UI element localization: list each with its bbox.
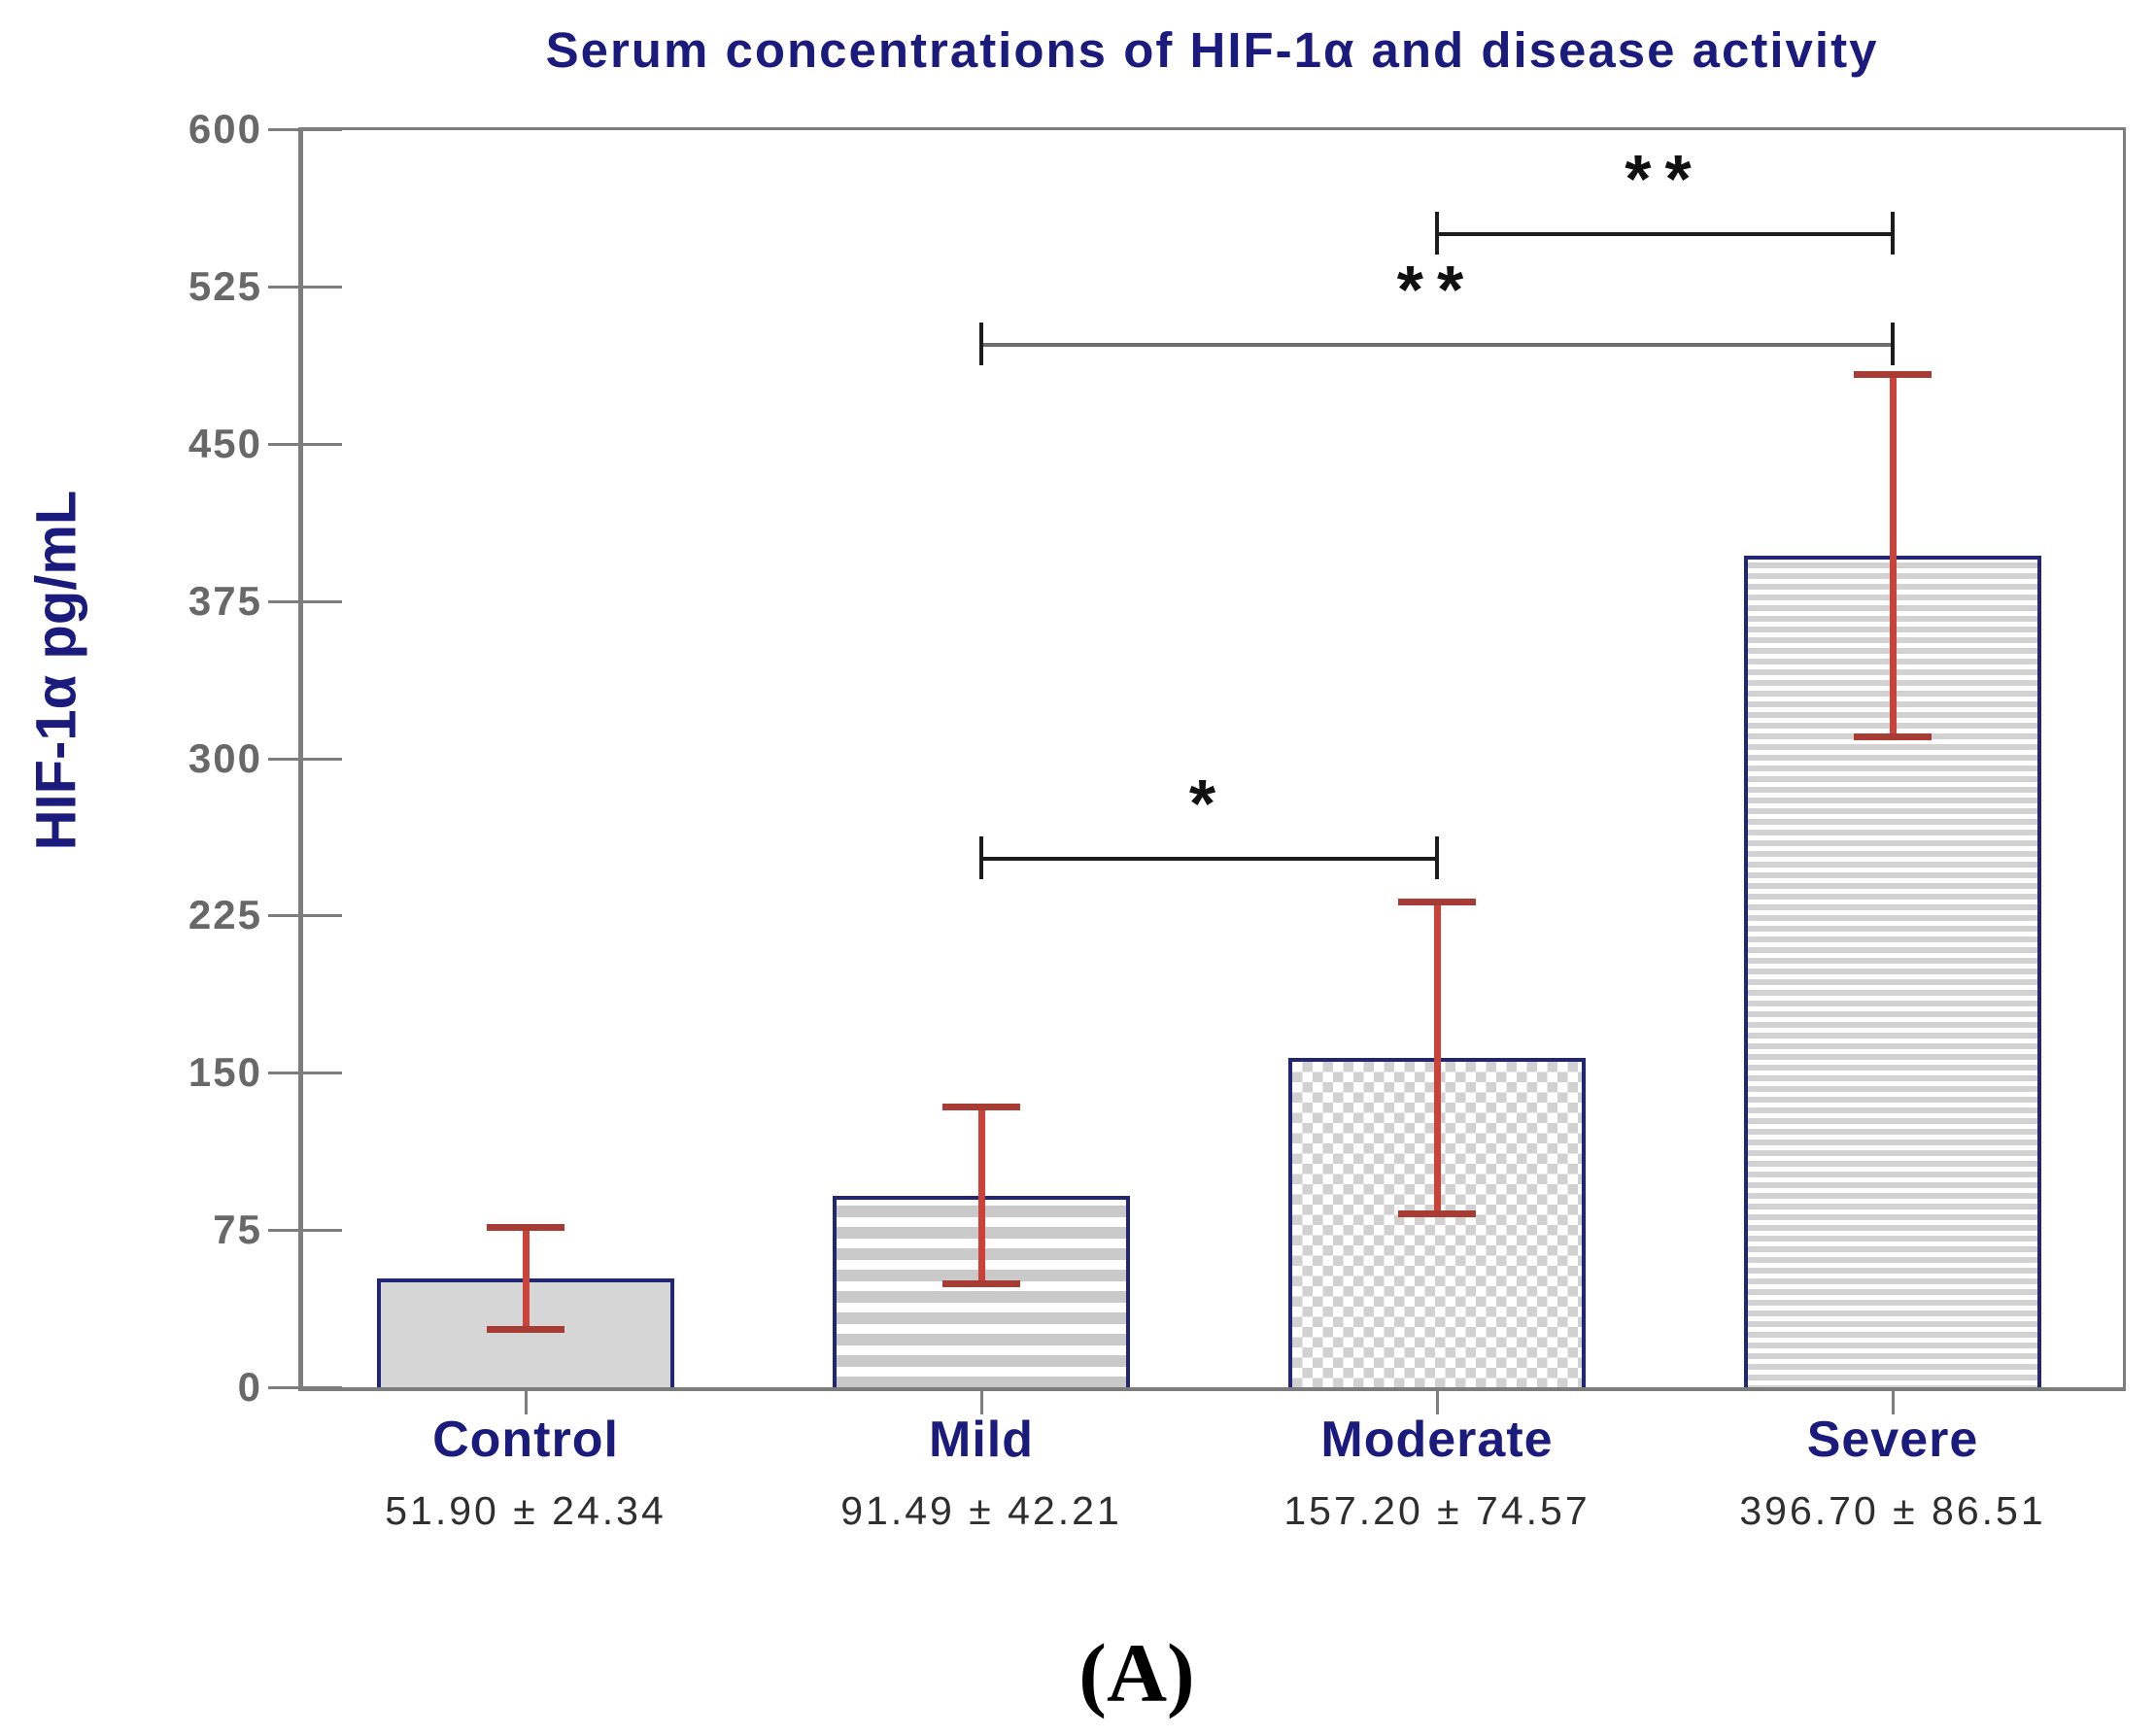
y-tick-label: 300 bbox=[188, 734, 262, 781]
error-bar-top-cap bbox=[1398, 898, 1476, 905]
y-tick-label: 450 bbox=[188, 420, 262, 466]
y-tick-mark bbox=[268, 914, 342, 918]
significance-stars: ** bbox=[1396, 252, 1478, 328]
y-tick-mark bbox=[268, 599, 342, 603]
y-tick-mark bbox=[268, 1229, 342, 1233]
bracket-line-mild-moderate bbox=[981, 857, 1437, 862]
x-tick-mark bbox=[980, 1387, 983, 1414]
y-tick-label: 0 bbox=[237, 1364, 262, 1410]
bar-moderate bbox=[1288, 1057, 1586, 1387]
y-tick-label: 375 bbox=[188, 577, 262, 624]
significance-stars: ** bbox=[1625, 140, 1705, 217]
category-label-severe: Severe bbox=[1806, 1412, 1979, 1468]
error-bar-bottom-cap bbox=[1854, 732, 1932, 740]
y-tick-label: 525 bbox=[188, 262, 262, 309]
bracket-end-cap bbox=[1891, 323, 1895, 366]
error-bar-bottom-cap bbox=[487, 1325, 564, 1333]
error-bar-top-cap bbox=[487, 1224, 564, 1232]
y-tick-mark bbox=[268, 757, 342, 761]
error-bar-top-cap bbox=[942, 1104, 1020, 1111]
y-tick-mark bbox=[268, 1072, 342, 1075]
bracket-end-cap bbox=[1435, 211, 1439, 255]
category-label-control: Control bbox=[432, 1412, 619, 1468]
value-label-mild: 91.49 ± 42.21 bbox=[840, 1488, 1122, 1533]
value-label-control: 51.90 ± 24.34 bbox=[385, 1488, 667, 1533]
value-label-moderate: 157.20 ± 74.57 bbox=[1283, 1488, 1591, 1533]
y-tick-label: 225 bbox=[188, 892, 262, 938]
error-bar-mild bbox=[978, 1106, 985, 1284]
error-bar-bottom-cap bbox=[1398, 1209, 1476, 1217]
error-bar-control bbox=[523, 1227, 530, 1330]
x-tick-mark bbox=[525, 1387, 528, 1414]
category-label-moderate: Moderate bbox=[1320, 1412, 1554, 1468]
error-bar-top-cap bbox=[1854, 371, 1932, 379]
x-tick-mark bbox=[1892, 1387, 1895, 1414]
bracket-line-mild-severe bbox=[981, 343, 1893, 348]
error-bar-bottom-cap bbox=[942, 1279, 1020, 1287]
x-tick-mark bbox=[1436, 1387, 1439, 1414]
category-label-mild: Mild bbox=[929, 1412, 1034, 1468]
y-tick-mark bbox=[268, 1386, 342, 1389]
bracket-end-cap bbox=[1435, 836, 1439, 880]
chart-title: Serum concentrations of HIF-1α and disea… bbox=[545, 22, 1879, 78]
y-tick-label: 600 bbox=[188, 106, 262, 152]
bracket-line-moderate-severe bbox=[1437, 231, 1893, 236]
bracket-end-cap bbox=[979, 836, 983, 880]
bracket-end-cap bbox=[979, 323, 983, 366]
error-bar-moderate bbox=[1434, 901, 1441, 1214]
bracket-end-cap bbox=[1891, 211, 1895, 255]
panel-caption: (A) bbox=[1078, 1626, 1195, 1719]
significance-stars: * bbox=[1188, 766, 1230, 842]
y-tick-label: 150 bbox=[188, 1049, 262, 1096]
y-tick-mark bbox=[268, 442, 342, 446]
y-axis-label: HIF-1α pg/mL bbox=[24, 490, 88, 851]
y-tick-label: 75 bbox=[213, 1207, 262, 1253]
y-tick-mark bbox=[268, 128, 342, 131]
y-tick-mark bbox=[268, 285, 342, 289]
value-label-severe: 396.70 ± 86.51 bbox=[1739, 1488, 2046, 1533]
error-bar-severe bbox=[1890, 374, 1897, 737]
